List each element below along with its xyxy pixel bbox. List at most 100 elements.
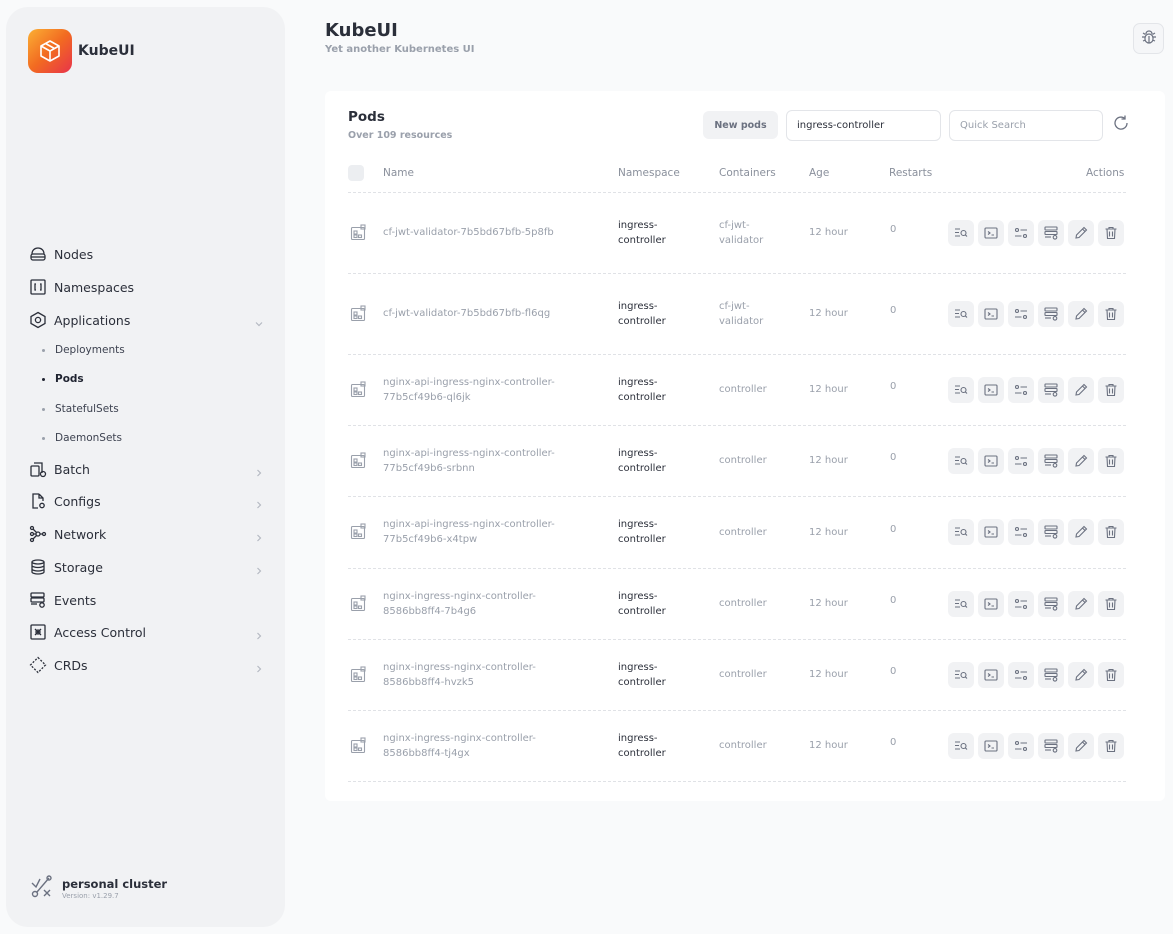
pod-name-link[interactable]: nginx-ingress-nginx-controller- 8586bb8ff…	[383, 660, 583, 690]
terminal-button[interactable]	[978, 219, 1004, 246]
edit-button[interactable]	[1068, 661, 1094, 688]
delete-button[interactable]	[1098, 376, 1124, 403]
edit-button[interactable]	[1068, 590, 1094, 617]
describe-button[interactable]	[948, 661, 974, 688]
refresh-button[interactable]	[1111, 115, 1131, 135]
delete-icon	[1104, 597, 1118, 611]
delete-button[interactable]	[1098, 661, 1124, 688]
column-header-age[interactable]: Age	[809, 167, 830, 179]
select-all-checkbox[interactable]	[348, 165, 364, 181]
terminal-button[interactable]	[978, 732, 1004, 759]
pod-name-link[interactable]: nginx-ingress-nginx-controller- 8586bb8ff…	[383, 589, 583, 619]
edit-button[interactable]	[1068, 447, 1094, 474]
sidebar-item-crds[interactable]: CRDs	[28, 654, 268, 676]
sidebar-subitem-deployments[interactable]: Deployments	[42, 341, 125, 359]
table-row[interactable]: cf-jwt-validator-7b5bd67bfb-5p8fb ingress…	[348, 192, 1126, 274]
logs-button[interactable]	[1038, 376, 1064, 403]
logs-button[interactable]	[1038, 219, 1064, 246]
new-pods-button[interactable]: New pods	[703, 111, 778, 139]
logs-button[interactable]	[1038, 661, 1064, 688]
delete-button[interactable]	[1098, 447, 1124, 474]
terminal-button[interactable]	[978, 661, 1004, 688]
pod-name-link[interactable]: nginx-api-ingress-nginx-controller- 77b5c…	[383, 375, 583, 405]
options-button[interactable]	[1008, 300, 1034, 327]
options-button[interactable]	[1008, 519, 1034, 545]
delete-button[interactable]	[1098, 219, 1124, 246]
options-button[interactable]	[1008, 732, 1034, 759]
logs-button[interactable]	[1038, 447, 1064, 474]
namespace-line: ingress-	[618, 447, 658, 459]
options-button[interactable]	[1008, 661, 1034, 688]
sidebar-item-storage[interactable]: Storage	[28, 556, 268, 578]
column-header-containers[interactable]: Containers	[719, 167, 776, 179]
sidebar-subitem-statefulsets[interactable]: StatefulSets	[42, 400, 119, 418]
cluster-switcher[interactable]: personal cluster Version: v1.29.7	[28, 873, 167, 903]
describe-button[interactable]	[948, 376, 974, 403]
table-row[interactable]: nginx-api-ingress-nginx-controller- 77b5c…	[348, 425, 1126, 497]
sidebar-item-access-control[interactable]: Access Control	[28, 621, 268, 643]
sidebar-item-batch[interactable]: Batch	[28, 458, 268, 480]
pod-name-link[interactable]: cf-jwt-validator-7b5bd67bfb-fl6qg	[383, 306, 583, 321]
edit-button[interactable]	[1068, 732, 1094, 759]
describe-button[interactable]	[948, 300, 974, 327]
sidebar-item-namespaces[interactable]: Namespaces	[28, 276, 268, 298]
describe-button[interactable]	[948, 732, 974, 759]
pod-name-link[interactable]: nginx-ingress-nginx-controller- 8586bb8ff…	[383, 731, 583, 761]
terminal-button[interactable]	[978, 300, 1004, 327]
edit-button[interactable]	[1068, 219, 1094, 246]
options-button[interactable]	[1008, 376, 1034, 403]
sidebar-item-configs[interactable]: Configs	[28, 490, 268, 512]
sidebar-subitem-pods[interactable]: Pods	[42, 370, 84, 388]
table-row[interactable]: nginx-api-ingress-nginx-controller- 77b5c…	[348, 354, 1126, 426]
bug-report-button[interactable]	[1133, 23, 1164, 54]
delete-button[interactable]	[1098, 590, 1124, 617]
sidebar-item-network[interactable]: Network	[28, 523, 268, 545]
options-icon	[1014, 739, 1028, 753]
sidebar-subitem-daemonsets[interactable]: DaemonSets	[42, 429, 122, 447]
table-row[interactable]: nginx-ingress-nginx-controller- 8586bb8ff…	[348, 639, 1126, 711]
options-button[interactable]	[1008, 590, 1034, 617]
logs-button[interactable]	[1038, 519, 1064, 545]
logs-button[interactable]	[1038, 590, 1064, 617]
column-header-name[interactable]: Name	[383, 167, 414, 179]
logs-button[interactable]	[1038, 300, 1064, 327]
delete-button[interactable]	[1098, 519, 1124, 545]
options-button[interactable]	[1008, 219, 1034, 246]
table-row[interactable]: nginx-ingress-nginx-controller- 8586bb8ff…	[348, 568, 1126, 640]
delete-button[interactable]	[1098, 732, 1124, 759]
column-header-restarts[interactable]: Restarts	[889, 167, 933, 179]
pod-name-link[interactable]: cf-jwt-validator-7b5bd67bfb-5p8fb	[383, 225, 583, 240]
describe-button[interactable]	[948, 519, 974, 545]
column-header-actions: Actions	[1086, 167, 1125, 179]
pod-name-link[interactable]: nginx-api-ingress-nginx-controller- 77b5c…	[383, 446, 583, 476]
sidebar-item-events[interactable]: Events	[28, 589, 268, 611]
terminal-button[interactable]	[978, 519, 1004, 545]
logs-button[interactable]	[1038, 732, 1064, 759]
options-button[interactable]	[1008, 447, 1034, 474]
terminal-button[interactable]	[978, 447, 1004, 474]
column-header-namespace[interactable]: Namespace	[618, 167, 680, 179]
quick-search-input[interactable]	[949, 110, 1103, 141]
brand-name: KubeUI	[78, 43, 135, 59]
edit-button[interactable]	[1068, 376, 1094, 403]
sidebar-item-applications[interactable]: Applications	[28, 309, 268, 331]
describe-button[interactable]	[948, 447, 974, 474]
terminal-button[interactable]	[978, 376, 1004, 403]
pod-name-line: nginx-ingress-nginx-controller-	[383, 661, 536, 673]
namespace-filter-input[interactable]	[786, 110, 941, 141]
terminal-icon	[984, 307, 998, 321]
delete-button[interactable]	[1098, 300, 1124, 327]
edit-icon	[1074, 307, 1088, 321]
sidebar-item-nodes[interactable]: Nodes	[28, 243, 268, 265]
edit-button[interactable]	[1068, 519, 1094, 545]
describe-button[interactable]	[948, 590, 974, 617]
table-row[interactable]: nginx-api-ingress-nginx-controller- 77b5c…	[348, 496, 1126, 569]
terminal-button[interactable]	[978, 590, 1004, 617]
table-row[interactable]: cf-jwt-validator-7b5bd67bfb-fl6qg ingress…	[348, 273, 1126, 355]
brand[interactable]: KubeUI	[28, 29, 135, 73]
pod-name-link[interactable]: nginx-api-ingress-nginx-controller- 77b5c…	[383, 517, 583, 547]
pod-namespace: ingress-controller	[618, 218, 688, 248]
edit-button[interactable]	[1068, 300, 1094, 327]
table-row[interactable]: nginx-ingress-nginx-controller- 8586bb8ff…	[348, 710, 1126, 782]
describe-button[interactable]	[948, 219, 974, 246]
